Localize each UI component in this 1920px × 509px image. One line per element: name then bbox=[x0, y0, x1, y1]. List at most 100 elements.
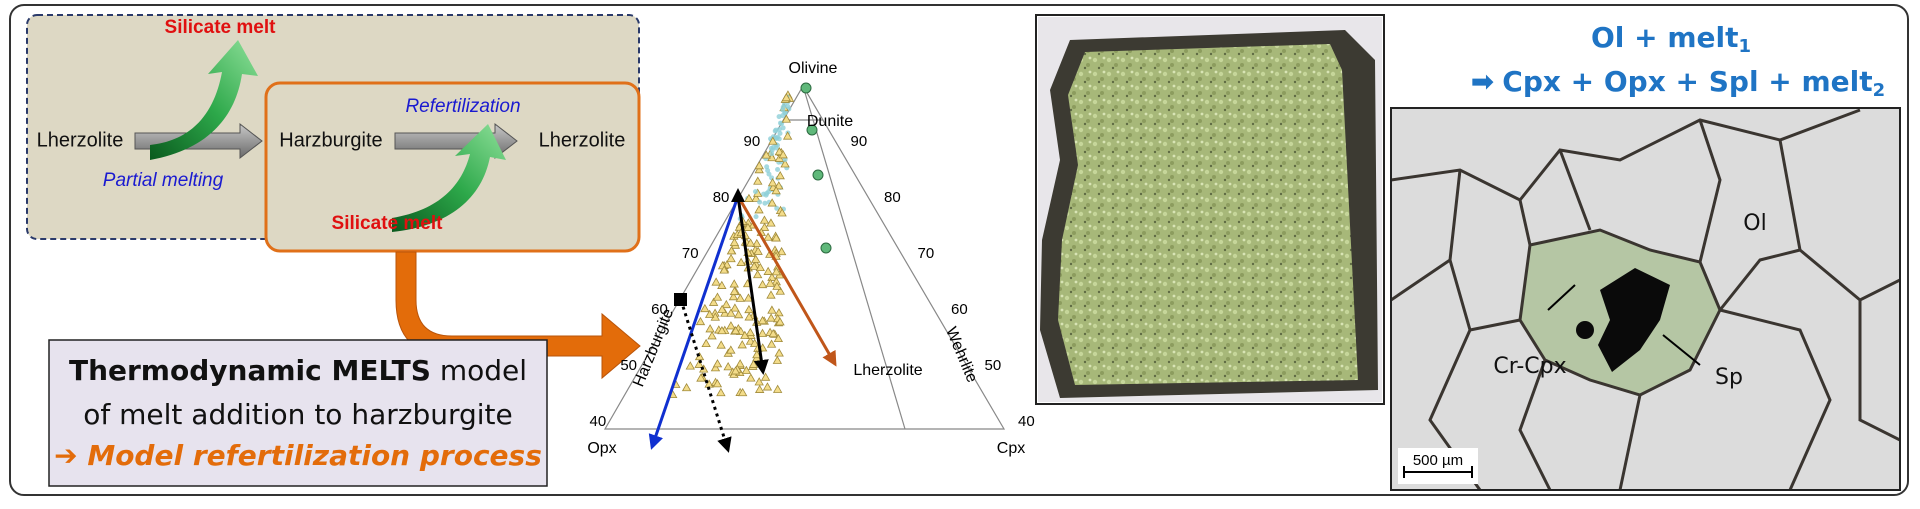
tick-label: 60 bbox=[651, 301, 668, 318]
crack bbox=[1391, 258, 1832, 490]
outer-frame bbox=[9, 4, 1909, 496]
sample-point bbox=[766, 313, 776, 322]
sample-point bbox=[752, 238, 762, 248]
tick-label: 80 bbox=[884, 189, 901, 206]
sample-point bbox=[776, 246, 787, 256]
sample-point bbox=[800, 82, 812, 94]
pointer bbox=[1547, 284, 1576, 311]
start-square bbox=[674, 293, 687, 306]
sample-point bbox=[745, 238, 756, 247]
refertilization-box bbox=[264, 81, 641, 253]
sample-point bbox=[771, 267, 782, 276]
sample-point bbox=[780, 159, 790, 168]
sample-point bbox=[730, 303, 740, 312]
sample-point bbox=[737, 387, 748, 397]
sample-point bbox=[782, 131, 793, 140]
sample-point bbox=[759, 215, 770, 224]
sample-point bbox=[726, 246, 737, 255]
sample-point bbox=[745, 327, 756, 337]
sample-point bbox=[771, 233, 781, 242]
sample-point bbox=[726, 321, 736, 330]
sample-point bbox=[764, 190, 770, 196]
sample-point bbox=[763, 266, 773, 275]
sample-point bbox=[754, 164, 764, 174]
sample-point bbox=[774, 205, 780, 211]
sample-point bbox=[741, 365, 752, 374]
sample-point bbox=[780, 107, 786, 113]
green-arrow bbox=[150, 40, 258, 160]
sample-point bbox=[712, 292, 723, 301]
sample-point bbox=[775, 167, 781, 173]
label: Harzburgite bbox=[279, 129, 382, 151]
scale-bar bbox=[1403, 466, 1473, 478]
mineral-label: Sp bbox=[1715, 365, 1743, 390]
sample-point bbox=[736, 257, 746, 266]
field-label: Lherzolite bbox=[853, 362, 922, 379]
sample-point bbox=[717, 325, 727, 335]
sample-point bbox=[768, 328, 778, 338]
gray-arrow bbox=[394, 122, 518, 160]
mineral-label: Ol bbox=[1743, 211, 1766, 236]
sample-point bbox=[745, 336, 756, 345]
field-label: Dunite bbox=[807, 113, 853, 130]
sample-point bbox=[806, 124, 818, 136]
sample-point bbox=[752, 269, 763, 279]
label: Refertilization bbox=[405, 96, 520, 117]
sample-point bbox=[729, 286, 740, 295]
sample-point bbox=[685, 361, 695, 370]
tick-label: 80 bbox=[713, 189, 730, 206]
sample-point bbox=[772, 128, 778, 134]
sample-point bbox=[764, 164, 770, 170]
sample-point bbox=[766, 339, 777, 348]
sample-point bbox=[730, 325, 741, 335]
apex-label: Opx bbox=[587, 440, 616, 457]
sample-point bbox=[729, 279, 739, 288]
sample-point bbox=[772, 355, 783, 364]
sample-point bbox=[765, 278, 775, 287]
sample-point bbox=[776, 136, 782, 142]
sample-point bbox=[751, 193, 761, 202]
sample-point bbox=[778, 150, 788, 159]
sample-point bbox=[767, 272, 777, 281]
label: Lherzolite bbox=[539, 129, 626, 151]
green-arrow bbox=[392, 124, 506, 232]
sample-point bbox=[767, 178, 778, 187]
sample-point bbox=[744, 304, 754, 314]
sample-point bbox=[785, 103, 791, 109]
sample-point bbox=[743, 293, 754, 302]
tick-label: 90 bbox=[851, 133, 868, 150]
sample-point bbox=[757, 279, 768, 289]
sample-point bbox=[757, 315, 768, 325]
sample-point bbox=[774, 147, 785, 156]
sample-point bbox=[754, 377, 764, 386]
sample-point bbox=[737, 340, 747, 349]
sample-point bbox=[705, 324, 715, 333]
sample-point bbox=[766, 218, 776, 227]
sample-point bbox=[755, 262, 765, 272]
sample-point bbox=[772, 281, 782, 290]
sample-point bbox=[768, 136, 778, 145]
sample-point bbox=[762, 200, 768, 206]
sample-point bbox=[681, 382, 692, 392]
sample-point bbox=[777, 130, 783, 136]
sample-point bbox=[728, 291, 739, 301]
sample-point bbox=[753, 214, 759, 220]
sample-point bbox=[696, 373, 706, 382]
model-bold: Thermodynamic MELTS bbox=[69, 354, 431, 387]
sample-point bbox=[780, 125, 786, 131]
sample-point bbox=[759, 222, 770, 231]
tick-label: 60 bbox=[951, 301, 968, 318]
sample-point bbox=[712, 359, 723, 368]
sample-point bbox=[757, 199, 763, 205]
sample-point bbox=[761, 150, 771, 159]
model-path bbox=[736, 195, 769, 375]
start-triangle bbox=[731, 188, 745, 202]
subscript: 1 bbox=[1738, 36, 1751, 57]
sample-point bbox=[777, 208, 787, 217]
sample-point bbox=[726, 345, 736, 354]
sample-point bbox=[775, 317, 785, 326]
sample-point bbox=[767, 198, 777, 207]
sample-point bbox=[754, 384, 765, 393]
sample-point bbox=[754, 161, 764, 170]
crack bbox=[1391, 108, 1861, 202]
